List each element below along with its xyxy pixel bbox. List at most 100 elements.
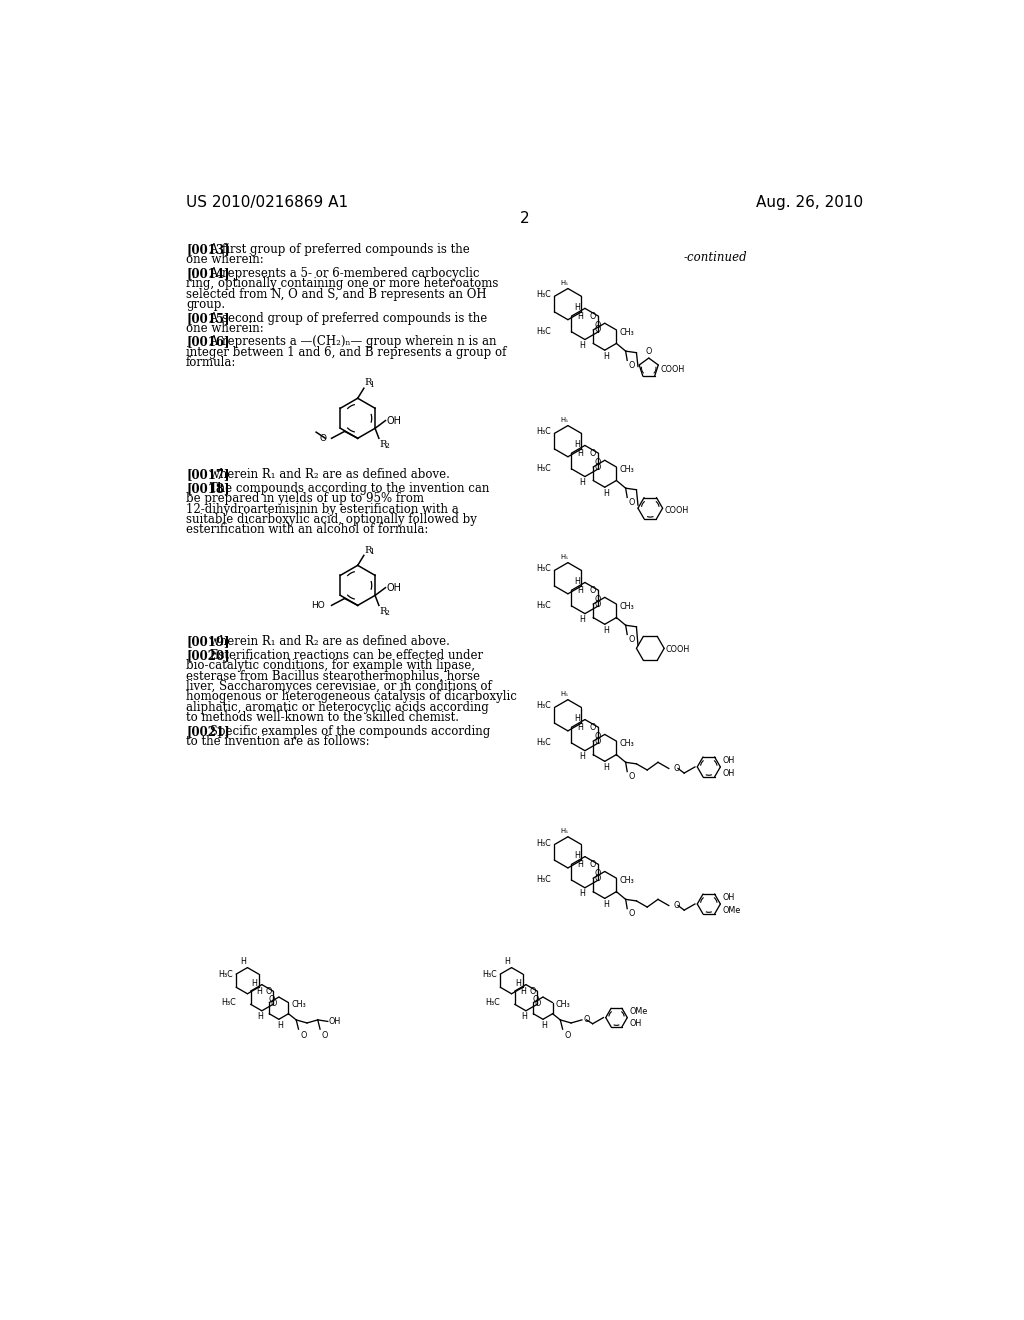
Text: to the invention are as follows:: to the invention are as follows:	[186, 735, 370, 748]
Text: OH: OH	[723, 892, 735, 902]
Text: A second group of preferred compounds is the: A second group of preferred compounds is…	[207, 312, 487, 325]
Text: H₃C: H₃C	[536, 428, 551, 437]
Text: OMe: OMe	[723, 907, 741, 916]
Text: H: H	[579, 752, 585, 762]
Text: H: H	[521, 1012, 527, 1022]
Text: OH: OH	[723, 755, 735, 764]
Text: O: O	[645, 347, 652, 356]
Text: O: O	[594, 458, 601, 467]
Text: [0015]: [0015]	[186, 312, 229, 325]
Text: O: O	[590, 859, 596, 869]
Text: O: O	[535, 999, 541, 1007]
Text: H₅: H₅	[561, 829, 568, 834]
Text: OH: OH	[630, 1019, 642, 1028]
Text: R: R	[380, 607, 387, 616]
Text: H₃C: H₃C	[537, 602, 551, 610]
Text: R: R	[380, 440, 387, 449]
Text: H: H	[578, 312, 584, 321]
Text: [0021]: [0021]	[186, 725, 229, 738]
Text: H: H	[578, 723, 584, 731]
Text: O: O	[268, 994, 274, 1003]
Text: liver, Saccharomyces cerevisiae, or in conditions of: liver, Saccharomyces cerevisiae, or in c…	[186, 680, 492, 693]
Text: H: H	[574, 440, 581, 449]
Text: O: O	[319, 434, 327, 442]
Text: aliphatic, aromatic or heterocyclic acids according: aliphatic, aromatic or heterocyclic acid…	[186, 701, 488, 714]
Text: O: O	[595, 326, 601, 334]
Text: R: R	[365, 545, 372, 554]
Text: wherein R₁ and R₂ are as defined above.: wherein R₁ and R₂ are as defined above.	[207, 635, 451, 648]
Text: 1: 1	[370, 548, 374, 556]
Text: H: H	[574, 577, 581, 586]
Text: H: H	[579, 478, 585, 487]
Text: O: O	[594, 733, 601, 742]
Text: O: O	[629, 772, 635, 781]
Text: A first group of preferred compounds is the: A first group of preferred compounds is …	[207, 243, 470, 256]
Text: O: O	[595, 737, 601, 746]
Text: COOH: COOH	[665, 506, 688, 515]
Text: O: O	[270, 999, 276, 1007]
Text: H: H	[579, 615, 585, 624]
Text: H: H	[574, 714, 581, 723]
Text: group.: group.	[186, 298, 225, 312]
Text: esterification with an alcohol of formula:: esterification with an alcohol of formul…	[186, 524, 428, 536]
Text: selected from N, O and S, and B represents an OH: selected from N, O and S, and B represen…	[186, 288, 486, 301]
Text: H: H	[251, 979, 257, 987]
Text: H: H	[574, 851, 581, 859]
Text: H₃C: H₃C	[537, 875, 551, 884]
Text: O: O	[629, 909, 635, 919]
Text: H: H	[578, 586, 584, 595]
Text: one wherein:: one wherein:	[186, 253, 264, 267]
Text: CH₃: CH₃	[620, 739, 635, 748]
Text: CH₃: CH₃	[620, 465, 635, 474]
Text: O: O	[300, 1031, 306, 1040]
Text: CH₃: CH₃	[292, 1001, 306, 1010]
Text: H: H	[603, 900, 609, 909]
Text: esterase from Bacillus stearothermophilus, horse: esterase from Bacillus stearothermophilu…	[186, 669, 480, 682]
Text: be prepared in yields of up to 95% from: be prepared in yields of up to 95% from	[186, 492, 424, 506]
Text: H: H	[541, 1020, 547, 1030]
Text: O: O	[590, 312, 596, 321]
Text: O: O	[530, 987, 537, 997]
Text: O: O	[594, 595, 601, 605]
Text: H₃C: H₃C	[536, 701, 551, 710]
Text: bio-catalytic conditions, for example with lipase,: bio-catalytic conditions, for example wi…	[186, 659, 475, 672]
Text: to methods well-known to the skilled chemist.: to methods well-known to the skilled che…	[186, 711, 459, 725]
Text: one wherein:: one wherein:	[186, 322, 264, 335]
Text: 2: 2	[520, 211, 529, 226]
Text: [0017]: [0017]	[186, 469, 229, 482]
Text: H: H	[256, 986, 262, 995]
Text: OH: OH	[387, 416, 402, 425]
Text: O: O	[595, 462, 601, 471]
Text: COOH: COOH	[660, 366, 685, 374]
Text: US 2010/0216869 A1: US 2010/0216869 A1	[186, 195, 348, 210]
Text: [0014]: [0014]	[186, 267, 229, 280]
Text: homogenous or heterogeneous catalysis of dicarboxylic: homogenous or heterogeneous catalysis of…	[186, 690, 517, 704]
Text: A represents a —(CH₂)ₙ— group wherein n is an: A represents a —(CH₂)ₙ— group wherein n …	[207, 335, 497, 348]
Text: Specific examples of the compounds according: Specific examples of the compounds accor…	[207, 725, 490, 738]
Text: CH₃: CH₃	[620, 329, 635, 337]
Text: formula:: formula:	[186, 356, 237, 370]
Text: integer between 1 and 6, and B represents a group of: integer between 1 and 6, and B represent…	[186, 346, 507, 359]
Text: O: O	[595, 599, 601, 609]
Text: 2: 2	[384, 442, 389, 450]
Text: H₅: H₅	[561, 280, 568, 286]
Text: H: H	[579, 890, 585, 899]
Text: -continued: -continued	[684, 251, 748, 264]
Text: [0020]: [0020]	[186, 649, 229, 661]
Text: O: O	[564, 1031, 570, 1040]
Text: O: O	[629, 498, 635, 507]
Text: O: O	[266, 987, 272, 997]
Text: CH₃: CH₃	[620, 876, 635, 886]
Text: O: O	[584, 1015, 590, 1023]
Text: H: H	[603, 488, 609, 498]
Text: H₃C: H₃C	[221, 998, 236, 1007]
Text: H: H	[579, 341, 585, 350]
Text: ring, optionally containing one or more heteroatoms: ring, optionally containing one or more …	[186, 277, 499, 290]
Text: H: H	[278, 1020, 283, 1030]
Text: COOH: COOH	[666, 645, 690, 655]
Text: CH₃: CH₃	[556, 1001, 570, 1010]
Text: O: O	[532, 994, 539, 1003]
Text: OH: OH	[723, 770, 735, 779]
Text: O: O	[629, 635, 635, 644]
Text: 2: 2	[384, 610, 389, 618]
